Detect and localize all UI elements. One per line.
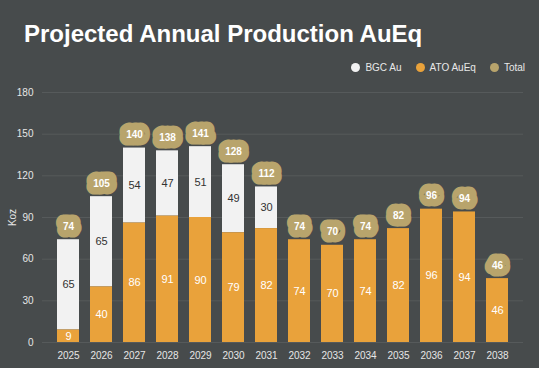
svg-text:9: 9: [65, 330, 71, 342]
svg-text:2038: 2038: [486, 350, 509, 361]
svg-text:0: 0: [28, 337, 34, 348]
svg-text:2032: 2032: [288, 350, 311, 361]
svg-text:2033: 2033: [321, 350, 344, 361]
svg-text:96: 96: [426, 190, 438, 201]
svg-text:96: 96: [425, 269, 437, 281]
svg-text:2035: 2035: [387, 350, 410, 361]
svg-text:91: 91: [161, 273, 173, 285]
html-text:ATO AuEq: ATO AuEq: [429, 61, 476, 73]
svg-text:47: 47: [161, 177, 173, 189]
svg-text:94: 94: [459, 193, 471, 204]
html-text:Total: Total: [503, 61, 525, 73]
svg-text:74: 74: [359, 285, 371, 297]
svg-text:70: 70: [326, 287, 338, 299]
svg-text:138: 138: [159, 132, 176, 143]
svg-text:180: 180: [17, 87, 34, 98]
svg-text:86: 86: [128, 276, 140, 288]
svg-text:40: 40: [95, 308, 107, 320]
svg-text:46: 46: [491, 304, 503, 316]
svg-text:2027: 2027: [123, 350, 146, 361]
svg-text:74: 74: [360, 221, 372, 232]
svg-text:2026: 2026: [90, 350, 113, 361]
svg-text:141: 141: [192, 128, 209, 139]
svg-text:49: 49: [227, 192, 239, 204]
svg-text:60: 60: [22, 253, 34, 264]
svg-text:46: 46: [492, 260, 504, 271]
svg-text:51: 51: [194, 176, 206, 188]
svg-text:120: 120: [17, 170, 34, 181]
svg-text:54: 54: [128, 179, 140, 191]
svg-text:79: 79: [227, 281, 239, 293]
svg-text:65: 65: [62, 278, 74, 290]
svg-text:70: 70: [327, 226, 339, 237]
svg-text:82: 82: [392, 279, 404, 291]
svg-text:128: 128: [225, 146, 242, 157]
svg-text:140: 140: [126, 129, 143, 140]
svg-text:2030: 2030: [222, 350, 245, 361]
svg-text:90: 90: [194, 274, 206, 286]
svg-text:74: 74: [294, 221, 306, 232]
html-text:Projected Annual Production Au: Projected Annual Production AuEq: [24, 20, 423, 47]
svg-text:2029: 2029: [189, 350, 212, 361]
svg-text:2034: 2034: [354, 350, 377, 361]
svg-text:82: 82: [393, 210, 405, 221]
svg-text:2028: 2028: [156, 350, 179, 361]
svg-text:74: 74: [293, 285, 305, 297]
svg-text:2025: 2025: [57, 350, 80, 361]
svg-text:30: 30: [22, 295, 34, 306]
svg-text:30: 30: [260, 201, 272, 213]
svg-text:2037: 2037: [453, 350, 476, 361]
svg-text:94: 94: [458, 271, 470, 283]
svg-text:Koz: Koz: [7, 209, 18, 226]
html-text:BGC Au: BGC Au: [365, 61, 402, 73]
svg-text:105: 105: [93, 178, 110, 189]
svg-text:2031: 2031: [255, 350, 278, 361]
svg-text:2036: 2036: [420, 350, 443, 361]
svg-text:112: 112: [258, 168, 275, 179]
svg-text:74: 74: [63, 221, 75, 232]
svg-text:65: 65: [95, 235, 107, 247]
svg-text:90: 90: [22, 212, 34, 223]
svg-text:150: 150: [17, 128, 34, 139]
svg-text:82: 82: [260, 279, 272, 291]
